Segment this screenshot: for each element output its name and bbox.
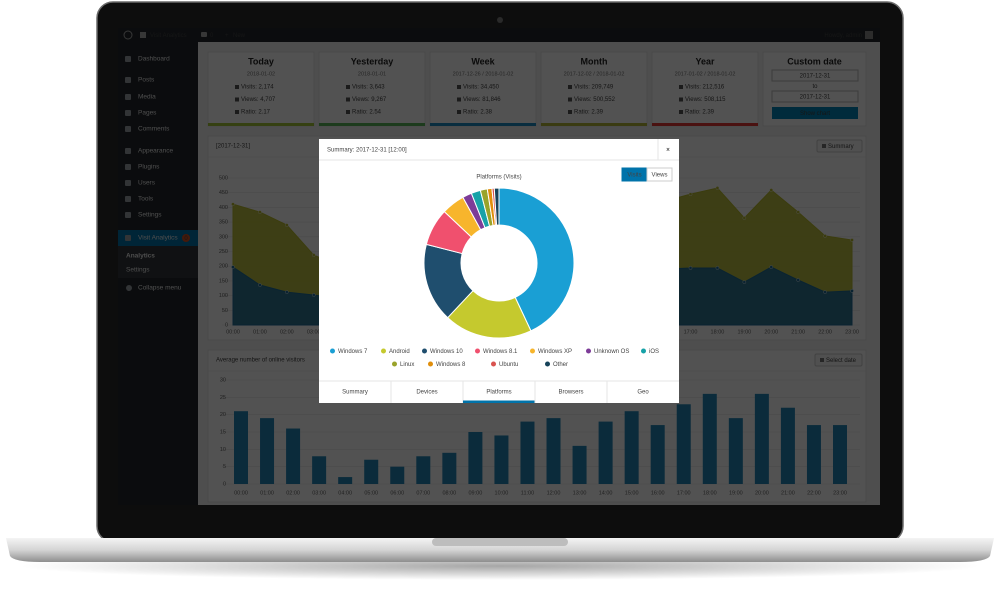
legend-label: Windows 8 (436, 362, 466, 368)
legend-swatch (586, 348, 591, 354)
legend-label: Windows 8.1 (483, 349, 518, 355)
legend-label: iOS (649, 349, 659, 355)
legend-label: Unknown OS (594, 349, 629, 355)
legend-swatch (641, 348, 646, 354)
legend-label: Android (389, 349, 410, 355)
tab-label: Browsers (558, 390, 583, 396)
legend-swatch (392, 361, 397, 367)
chart-title: Platforms (Visits) (476, 175, 521, 181)
laptop-base (6, 538, 994, 562)
legend-label: Windows 10 (430, 349, 463, 355)
legend-label: Windows 7 (338, 349, 368, 355)
modal-title: Summary: 2017-12-31 [12:00] (327, 148, 407, 154)
notch (432, 538, 568, 546)
tab-label: Platforms (486, 390, 511, 396)
legend-swatch (475, 348, 480, 354)
legend-label: Other (553, 362, 568, 368)
toggle-button[interactable] (646, 167, 673, 182)
legend-label: Linux (400, 362, 414, 368)
legend-swatch (530, 348, 535, 354)
tab-label: Devices (416, 390, 437, 396)
legend-swatch (381, 348, 386, 354)
camera (497, 17, 503, 23)
modal (319, 139, 679, 403)
toggle-label: Views (652, 172, 668, 178)
legend-swatch (428, 361, 433, 367)
donut-slice (498, 187, 575, 332)
tab-active (463, 400, 535, 403)
screen: Visit Analytics0+NewHowdy, adminDashboar… (118, 28, 880, 505)
legend-label: Ubuntu (499, 362, 518, 368)
legend-swatch (422, 348, 427, 354)
tab-label: Geo (637, 390, 649, 396)
legend-swatch (545, 361, 550, 367)
legend-swatch (330, 348, 335, 354)
tab-label: Summary (342, 390, 368, 396)
legend-swatch (491, 361, 496, 367)
toggle-label: Visits (627, 172, 641, 178)
donut-slice (493, 187, 500, 226)
modal-close[interactable]: × (666, 148, 670, 154)
legend-label: Windows XP (538, 349, 572, 355)
